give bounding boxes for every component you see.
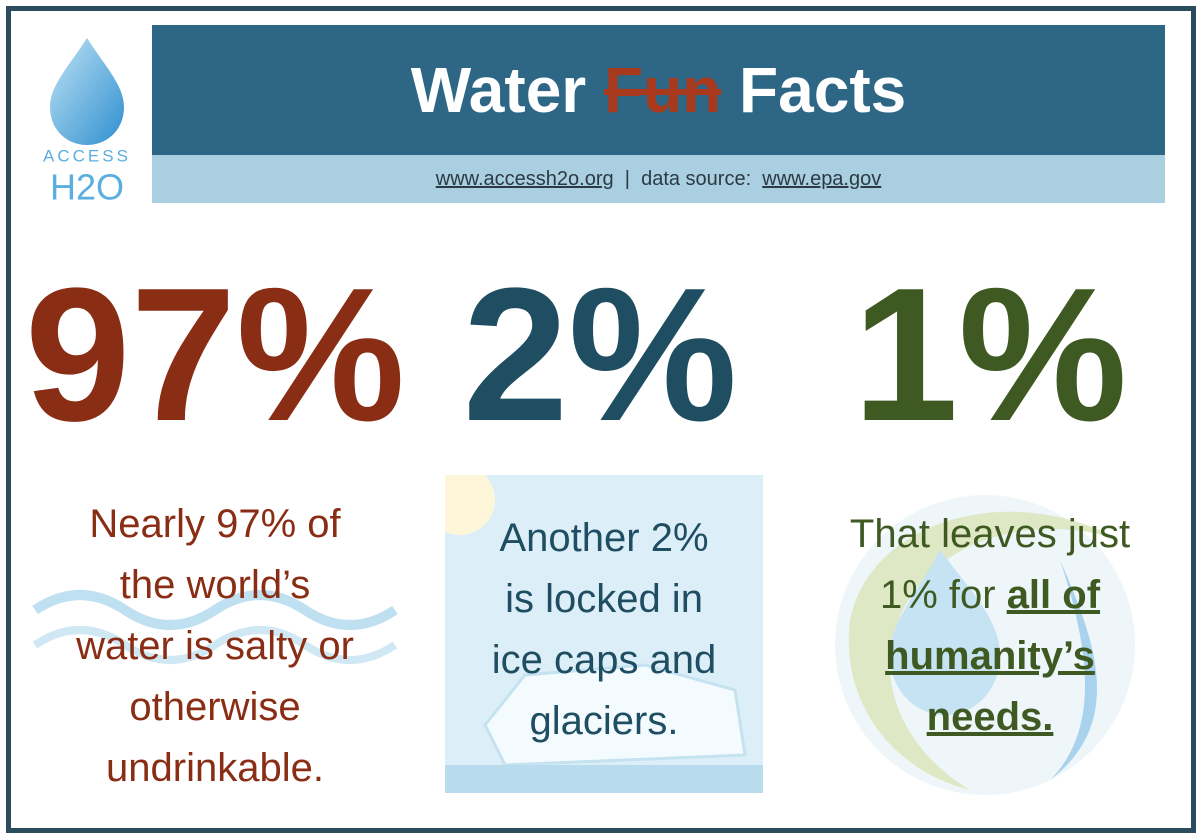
logo: ACCESS H2O (43, 38, 131, 208)
separator: | (624, 168, 630, 190)
fact-text: That leaves just 1% for all of humanity’… (830, 504, 1150, 748)
title-struck: Fun (603, 54, 722, 126)
title-word: Facts (739, 54, 907, 126)
fact-line: Nearly 97% of (89, 502, 341, 546)
fact-line: undrinkable. (106, 746, 324, 790)
site-link[interactable]: www.accessh2o.org (435, 168, 614, 190)
fact-plain: That leaves just 1% for (849, 512, 1131, 617)
fact-line: the world’s (119, 563, 311, 607)
fact-line: Another 2% (499, 516, 709, 560)
fact-line: ice caps and (491, 638, 717, 682)
title: Water Fun Facts (152, 25, 1165, 155)
drop-image (835, 495, 1135, 795)
logo-top: ACCESS (43, 146, 131, 165)
sub-band (152, 155, 1165, 203)
fact-line: glaciers. (529, 699, 679, 743)
fact-figure: 97% (24, 249, 406, 461)
fact-text: Another 2% is locked in ice caps and glacie… (445, 508, 763, 752)
source-label: data source: (641, 168, 752, 190)
title-word: Water (410, 54, 587, 126)
fact-emphasis: all of humanity’s needs. (885, 573, 1101, 739)
header-band (152, 25, 1165, 155)
ice-image (445, 475, 763, 793)
fact-line: is locked in (505, 577, 703, 621)
fact-text: Nearly 97% of the world’s water is salty o… (40, 494, 390, 799)
source-link[interactable]: www.epa.gov (762, 168, 882, 190)
fact-line: water is salty or (76, 624, 354, 668)
subtitle: www.accessh2o.org | data source: www.epa… (152, 155, 1165, 203)
waves (32, 590, 398, 664)
fact-figure: 2% (462, 249, 738, 461)
logo-bottom: H2O (50, 167, 124, 208)
frame (6, 6, 1196, 833)
fact-figure: 1% (852, 249, 1128, 461)
fact-line: otherwise (129, 685, 301, 729)
